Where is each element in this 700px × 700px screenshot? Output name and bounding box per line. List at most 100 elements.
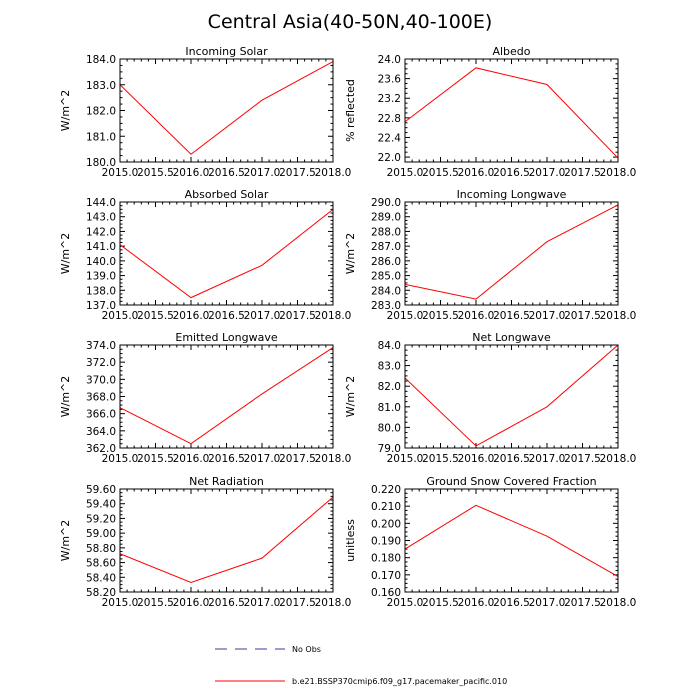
- x-tick-label: 2016.0: [458, 453, 495, 465]
- y-tick-label: 284.0: [371, 285, 401, 297]
- x-tick-label: 2016.0: [458, 167, 495, 179]
- y-tick-label: 138.0: [86, 285, 116, 297]
- y-tick-label: 368.0: [86, 392, 116, 404]
- x-tick-label: 2017.5: [564, 167, 601, 179]
- series-line: [119, 61, 334, 155]
- x-tick-label: 2016.5: [493, 453, 530, 465]
- y-axis-label: W/m^2: [344, 233, 357, 275]
- x-tick-label: 2016.5: [208, 310, 245, 322]
- y-tick-label: 366.0: [86, 409, 116, 421]
- y-tick-label: 58.20: [86, 587, 116, 599]
- panel-title: Incoming Longwave: [457, 188, 567, 201]
- x-tick-label: 2017.0: [529, 310, 566, 322]
- y-tick-label: 24.0: [378, 54, 401, 66]
- chart-panel: Absorbed SolarW/m^22015.02015.52016.0201…: [59, 188, 351, 322]
- y-tick-label: 283.0: [371, 300, 401, 312]
- y-axis-label: unitless: [344, 519, 357, 562]
- x-tick-label: 2017.5: [279, 167, 316, 179]
- y-tick-label: 372.0: [86, 357, 116, 369]
- y-axis-label: W/m^2: [344, 376, 357, 418]
- y-tick-label: 23.2: [378, 93, 401, 105]
- y-tick-label: 59.40: [86, 499, 116, 511]
- y-tick-label: 59.60: [86, 484, 116, 496]
- y-tick-label: 0.190: [371, 536, 401, 548]
- x-tick-label: 2017.5: [279, 597, 316, 609]
- y-axis-label: W/m^2: [59, 233, 72, 275]
- x-tick-label: 2015.0: [102, 597, 139, 609]
- x-tick-label: 2017.0: [529, 597, 566, 609]
- y-tick-label: 137.0: [86, 300, 116, 312]
- y-tick-label: 23.6: [378, 74, 402, 86]
- y-tick-label: 0.220: [371, 484, 401, 496]
- panel-title: Absorbed Solar: [185, 188, 269, 201]
- x-tick-label: 2016.0: [173, 310, 210, 322]
- y-tick-label: 22.4: [378, 132, 402, 144]
- chart-panel: Incoming Longwave W/m^2 2015.02015.52016.0…: [344, 188, 636, 322]
- legend: No Obs b.e21.BSSP370cmip6.f09_g17.pacema…: [215, 645, 507, 686]
- x-tick-label: 2017.5: [564, 310, 601, 322]
- x-tick-label: 2015.5: [422, 167, 459, 179]
- y-tick-label: 59.00: [86, 528, 116, 540]
- x-tick-label: 2017.0: [244, 310, 281, 322]
- panel-title: Emitted Longwave: [175, 331, 277, 344]
- x-tick-label: 2016.0: [173, 597, 210, 609]
- legend-no-obs-label: No Obs: [292, 645, 321, 654]
- y-tick-label: 0.210: [371, 501, 401, 513]
- y-tick-label: 370.0: [86, 374, 116, 386]
- y-axis-label: % reflected: [344, 79, 357, 142]
- y-tick-label: 22.0: [378, 152, 401, 164]
- y-tick-label: 288.0: [371, 226, 401, 238]
- y-tick-label: 58.60: [86, 558, 116, 570]
- y-tick-label: 84.0: [378, 340, 401, 352]
- x-tick-label: 2017.0: [529, 453, 566, 465]
- panel-title: Net Radiation: [189, 475, 264, 488]
- y-tick-label: 0.160: [371, 587, 401, 599]
- y-tick-label: 374.0: [86, 340, 116, 352]
- y-tick-label: 289.0: [371, 212, 401, 224]
- series-line: [119, 347, 334, 445]
- x-tick-label: 2015.5: [422, 453, 459, 465]
- y-tick-label: 181.0: [86, 131, 116, 143]
- panel-title: Net Longwave: [472, 331, 551, 344]
- panel-title: Albedo: [492, 45, 530, 58]
- x-tick-label: 2015.0: [387, 167, 424, 179]
- y-tick-label: 144.0: [86, 197, 116, 209]
- y-tick-label: 0.170: [371, 570, 401, 582]
- x-tick-label: 2016.0: [173, 167, 210, 179]
- plot-frame: [119, 344, 334, 449]
- chart-panel: Emitted LongwaveW/m^22015.02015.52016.02…: [59, 331, 351, 465]
- series-line: [119, 496, 334, 583]
- plot-frame: [404, 201, 619, 306]
- y-tick-label: 362.0: [86, 443, 116, 455]
- y-tick-label: 0.200: [371, 518, 401, 530]
- x-tick-label: 2017.5: [564, 453, 601, 465]
- x-tick-label: 2015.5: [137, 310, 174, 322]
- y-tick-label: 141.0: [86, 241, 116, 253]
- x-tick-label: 2016.5: [208, 167, 245, 179]
- y-tick-label: 83.0: [378, 361, 401, 373]
- x-tick-label: 2015.5: [137, 453, 174, 465]
- series-line: [404, 344, 619, 447]
- x-tick-label: 2017.0: [244, 453, 281, 465]
- y-tick-label: 22.8: [378, 113, 401, 125]
- x-tick-label: 2015.0: [387, 597, 424, 609]
- plot-frame: [404, 58, 619, 163]
- plot-frame: [119, 488, 334, 593]
- series-line: [119, 208, 334, 299]
- x-tick-label: 2015.5: [137, 167, 174, 179]
- y-tick-label: 0.180: [371, 553, 401, 565]
- plot-frame: [119, 58, 334, 163]
- y-axis-label: W/m^2: [59, 376, 72, 418]
- x-tick-label: 2015.5: [422, 597, 459, 609]
- y-tick-label: 364.0: [86, 426, 116, 438]
- x-tick-label: 2018.0: [315, 597, 352, 609]
- panel-title: Incoming Solar: [185, 45, 268, 58]
- series-line: [404, 504, 619, 577]
- y-tick-label: 182.0: [86, 106, 116, 118]
- x-tick-label: 2017.0: [529, 167, 566, 179]
- x-tick-label: 2016.5: [493, 597, 530, 609]
- y-tick-label: 81.0: [378, 402, 401, 414]
- y-tick-label: 285.0: [371, 271, 401, 283]
- x-tick-label: 2018.0: [600, 310, 637, 322]
